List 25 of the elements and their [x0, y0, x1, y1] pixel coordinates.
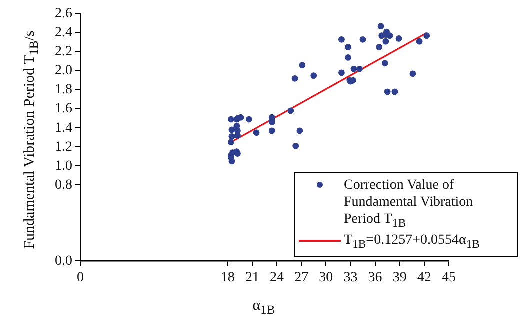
y-tick-label: 1.8	[55, 82, 72, 98]
y-tick-label: 2.0	[55, 64, 72, 79]
y-tick-label: 1.6	[55, 102, 72, 117]
y-tick-label: 2.2	[55, 44, 72, 60]
legend-label: Correction Value of Fundamental Vibration Period T$_{1B}$	[344, 177, 474, 232]
x-tick-label: 0	[77, 270, 84, 286]
legend-label: T$_{1B}$=0.1257+0.0554α$_{1B}$	[344, 232, 480, 253]
y-tick-label: 2.6	[55, 6, 72, 22]
x-tick-label: 39	[392, 270, 407, 286]
y-tick-label: 1.4	[55, 120, 72, 136]
x-axis-title: α$_{1B}$	[252, 298, 276, 318]
y-tick-label: 1.2	[55, 140, 72, 155]
x-tick-label: 18	[220, 270, 235, 286]
x-tick-label: 24	[270, 270, 284, 286]
x-tick-label: 33	[344, 270, 358, 286]
x-tick-label: 27	[294, 270, 309, 286]
x-tick-label: 45	[442, 270, 456, 286]
x-tick-label: 30	[319, 270, 334, 286]
y-tick-label: 1.0	[55, 158, 72, 174]
x-tick-label: 36	[368, 270, 382, 286]
y-tick-label: 0.8	[55, 178, 72, 193]
y-tick-label: 2.4	[55, 26, 72, 41]
y-tick-label: 0.0	[55, 254, 72, 269]
x-tick-label: 21	[245, 270, 260, 286]
x-tick-label: 42	[417, 270, 432, 286]
